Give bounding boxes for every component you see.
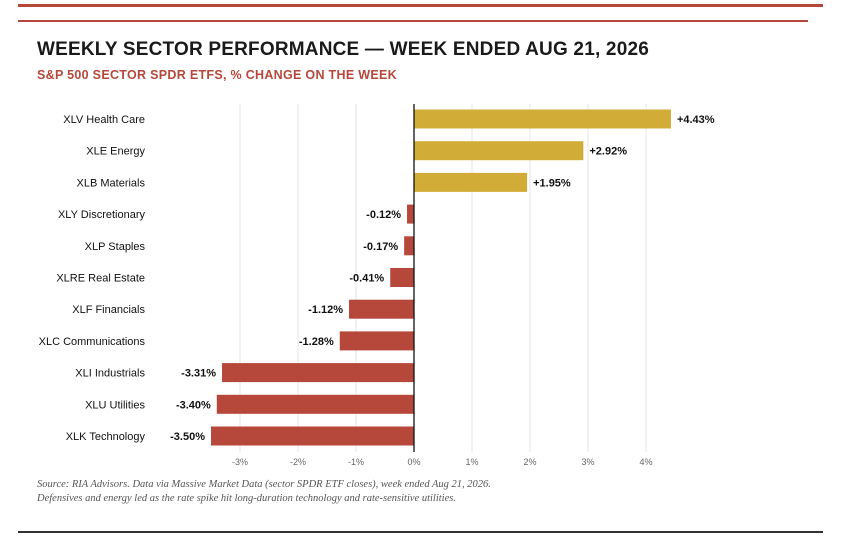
category-label: XLF Financials	[72, 304, 145, 316]
x-tick-label: 1%	[465, 457, 478, 467]
category-label: XLU Utilities	[85, 399, 145, 411]
chart-subtitle: S&P 500 SECTOR SPDR ETFS, % CHANGE ON TH…	[37, 68, 397, 82]
header-rule	[18, 20, 808, 22]
value-label: +4.43%	[677, 114, 715, 126]
category-label: XLK Technology	[66, 431, 146, 443]
chart-title: WEEKLY SECTOR PERFORMANCE — WEEK ENDED A…	[37, 39, 649, 60]
bar	[216, 394, 414, 414]
bar	[407, 204, 414, 224]
value-label: -3.50%	[170, 431, 205, 443]
x-tick-label: -2%	[290, 457, 306, 467]
category-label: XLP Staples	[85, 241, 146, 253]
value-label: +2.92%	[589, 146, 627, 158]
x-tick-label: 3%	[581, 457, 594, 467]
value-label: -1.28%	[299, 336, 334, 348]
bar	[211, 426, 414, 446]
bar	[404, 236, 414, 256]
category-label: XLB Materials	[77, 177, 146, 189]
source-note: Source: RIA Advisors. Data via Massive M…	[37, 478, 491, 506]
x-tick-label: 4%	[639, 457, 652, 467]
bar	[414, 172, 528, 192]
category-label: XLY Discretionary	[58, 209, 146, 221]
bar	[339, 331, 414, 351]
bottom-rule	[18, 531, 823, 533]
bars	[211, 104, 671, 452]
category-label: XLV Health Care	[63, 114, 145, 126]
top-rule	[18, 4, 823, 7]
value-label: -1.12%	[308, 304, 343, 316]
x-tick-label: -3%	[232, 457, 248, 467]
bar	[414, 109, 671, 129]
category-label: XLRE Real Estate	[56, 273, 145, 285]
value-label: -3.40%	[176, 399, 211, 411]
category-label: XLC Communications	[39, 336, 146, 348]
category-label: XLI Industrials	[75, 368, 145, 380]
x-axis-ticks: -3% -2% -1% 0% 1% 2% 3% 4%	[232, 457, 653, 467]
labels: XLV Health Care +4.43% XLE Energy +2.92% XLB…	[39, 114, 715, 443]
bar	[414, 141, 584, 161]
value-label: -0.12%	[366, 209, 401, 221]
value-label: -0.17%	[363, 241, 398, 253]
value-label: +1.95%	[533, 177, 571, 189]
value-label: -3.31%	[181, 368, 216, 380]
x-tick-label: -1%	[348, 457, 364, 467]
bar	[390, 268, 414, 287]
source-line-2: Defensives and energy led as the rate sp…	[37, 493, 456, 504]
bar	[349, 299, 414, 319]
source-line-1: Source: RIA Advisors. Data via Massive M…	[37, 479, 491, 490]
gridlines	[239, 104, 647, 452]
value-label: -0.41%	[349, 273, 384, 285]
category-label: XLE Energy	[86, 146, 145, 158]
x-tick-label: 0%	[407, 457, 420, 467]
x-tick-label: 2%	[523, 457, 536, 467]
bar	[222, 363, 414, 383]
